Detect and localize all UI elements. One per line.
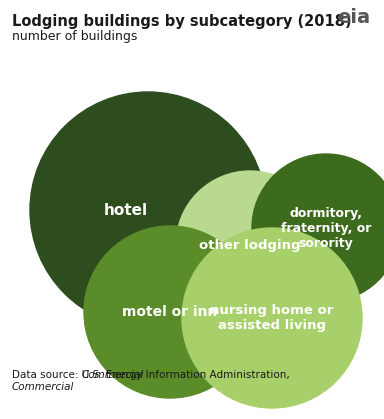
Text: hotel: hotel xyxy=(104,202,148,217)
Circle shape xyxy=(176,171,324,319)
Text: Commercial: Commercial xyxy=(82,370,144,380)
Text: number of buildings: number of buildings xyxy=(12,30,137,43)
Text: Commercial: Commercial xyxy=(12,382,74,392)
Text: Data source: U.S. Energy Information Administration,: Data source: U.S. Energy Information Adm… xyxy=(12,370,293,380)
Text: eia: eia xyxy=(337,8,370,27)
Circle shape xyxy=(30,92,266,328)
Text: motel or inn: motel or inn xyxy=(122,305,218,319)
Text: Lodging buildings by subcategory (2018): Lodging buildings by subcategory (2018) xyxy=(12,14,352,29)
Circle shape xyxy=(84,226,256,398)
Text: nursing home or
assisted living: nursing home or assisted living xyxy=(210,304,334,332)
Circle shape xyxy=(252,154,384,302)
Text: dormitory,
fraternity, or
sorority: dormitory, fraternity, or sorority xyxy=(281,207,371,249)
Circle shape xyxy=(182,228,362,408)
Text: other lodging: other lodging xyxy=(199,238,301,251)
